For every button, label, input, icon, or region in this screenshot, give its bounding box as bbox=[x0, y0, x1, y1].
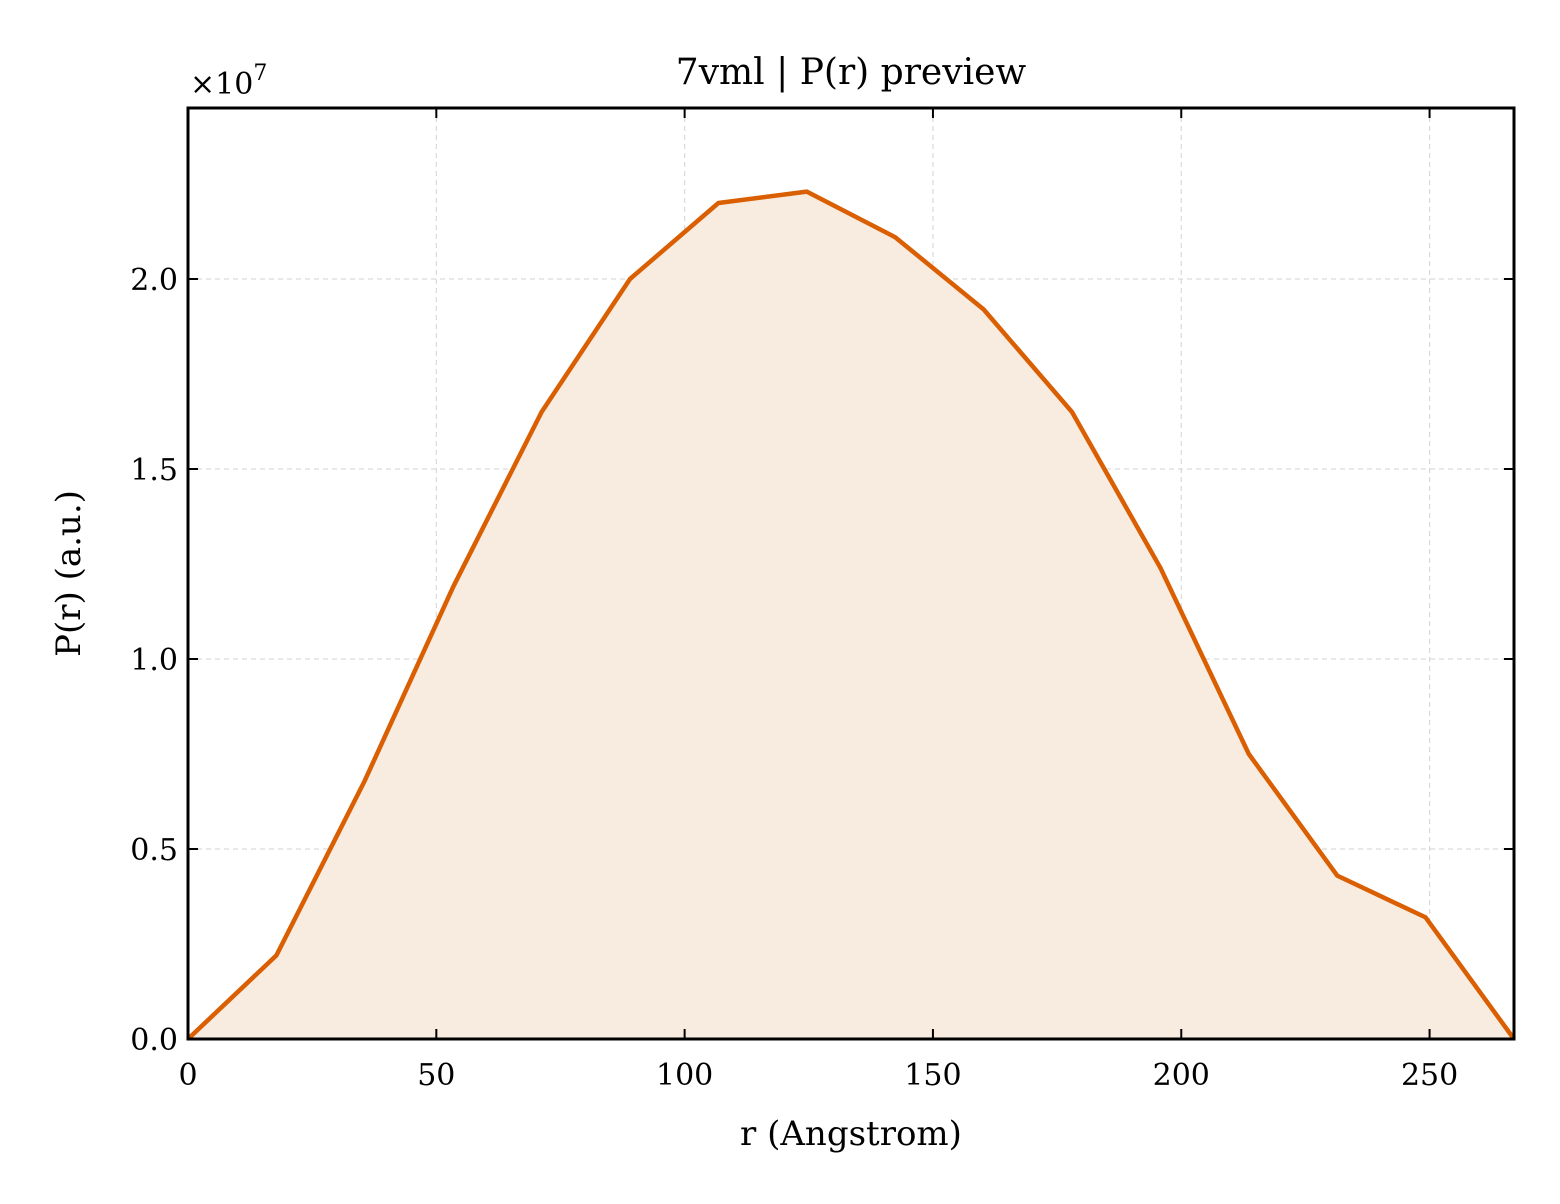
x-tick-label: 0 bbox=[178, 1058, 197, 1093]
y-tick-label: 0.5 bbox=[130, 833, 178, 868]
x-tick-label: 200 bbox=[1153, 1058, 1210, 1093]
plot-frame bbox=[186, 106, 1516, 1041]
x-tick-label: 50 bbox=[417, 1058, 455, 1093]
y-multiplier-exponent: 7 bbox=[253, 61, 267, 86]
x-tick-label: 100 bbox=[656, 1058, 713, 1093]
y-axis-label: P(r) (a.u.) bbox=[49, 490, 89, 657]
x-tick-label: 150 bbox=[904, 1058, 961, 1093]
area-fill bbox=[188, 191, 1514, 1040]
y-multiplier-base: ×10 bbox=[190, 67, 253, 102]
y-tick-label: 0.0 bbox=[130, 1023, 178, 1058]
x-axis-label: r (Angstrom) bbox=[740, 1114, 962, 1154]
series-line bbox=[186, 189, 1516, 1041]
y-tick-label: 1.5 bbox=[130, 453, 178, 488]
y-tick-label: 1.0 bbox=[130, 643, 178, 678]
chart-title: 7vml | P(r) preview bbox=[676, 52, 1027, 93]
tick-layer: 0 50 100 150 200 250 0.0 0.5 1.0 1.5 2.0 bbox=[130, 108, 1514, 1093]
y-axis-multiplier: ×107 bbox=[190, 61, 267, 102]
y-tick-label: 2.0 bbox=[130, 263, 178, 298]
x-tick-label: 250 bbox=[1401, 1058, 1458, 1093]
